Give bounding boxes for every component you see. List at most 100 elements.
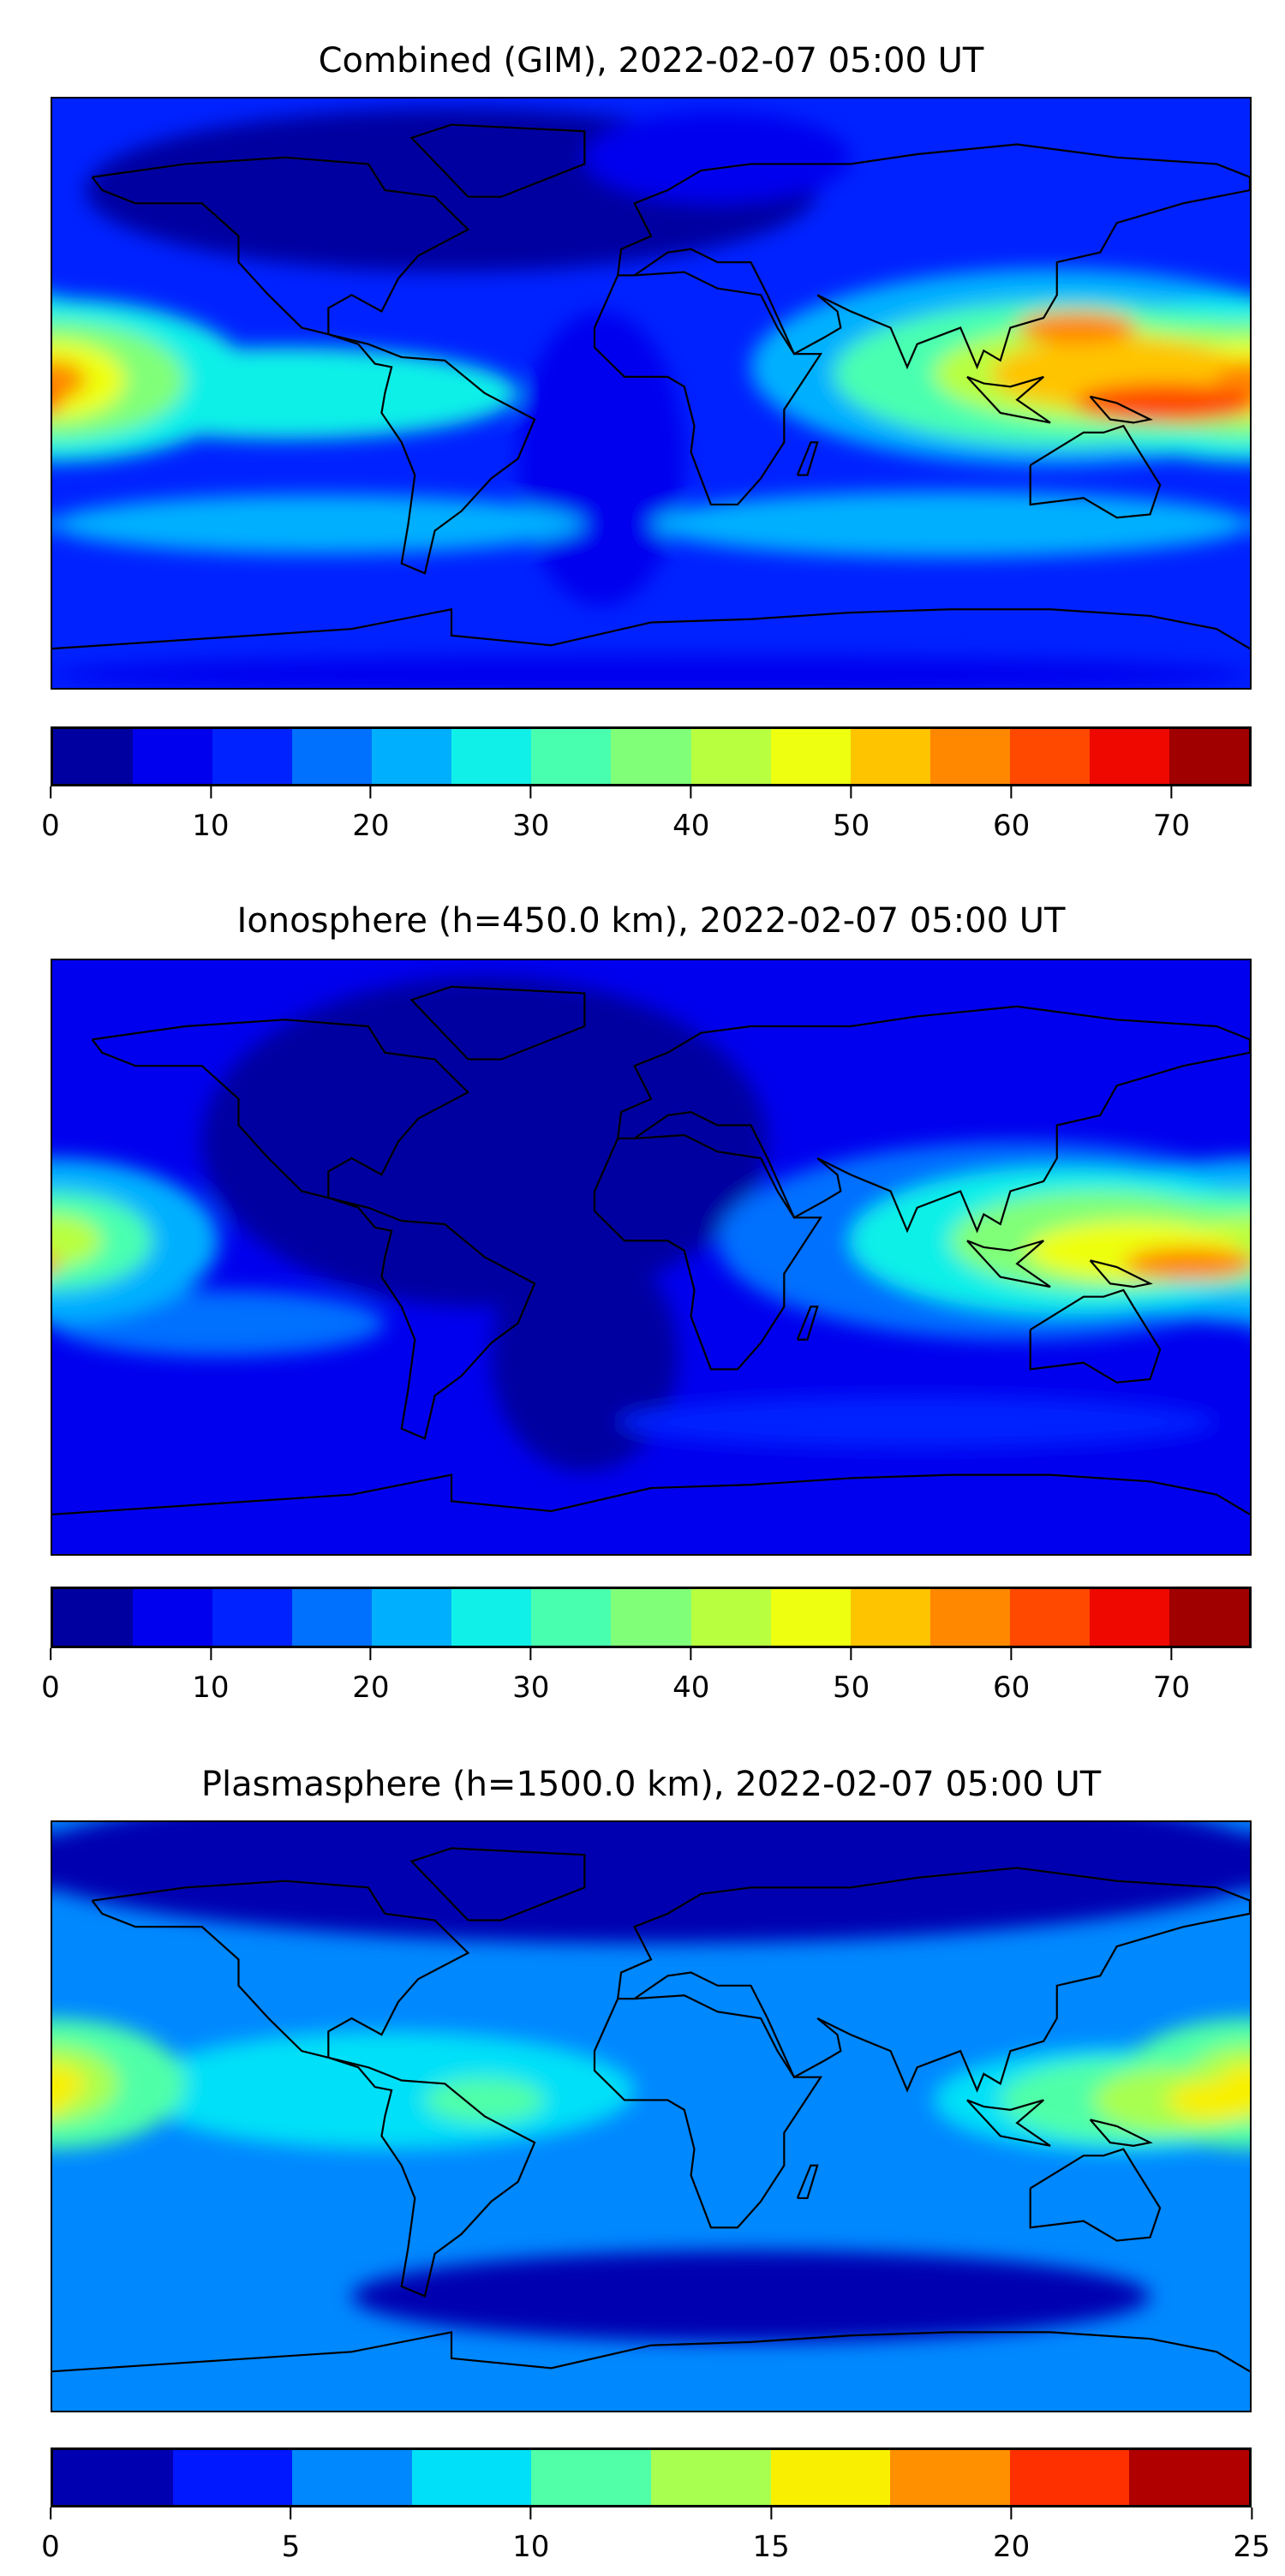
colorbar-tick: 40 <box>672 786 709 843</box>
colorbar-swatch <box>411 2450 532 2505</box>
contour-region <box>52 360 86 400</box>
colorbar-tick: 10 <box>192 1648 230 1705</box>
contour-region <box>1123 1246 1250 1281</box>
tick-mark <box>690 1648 692 1660</box>
tick-mark <box>1250 2507 1252 2519</box>
coastline <box>1031 426 1160 517</box>
coastline <box>1091 2119 1151 2146</box>
colorbar-swatch <box>770 729 851 784</box>
contour-region <box>1073 383 1250 423</box>
contour-region <box>52 1822 1250 1944</box>
contour-region <box>618 1396 1217 1449</box>
colorbar-tick: 0 <box>41 1648 60 1705</box>
tick-label: 30 <box>512 809 550 843</box>
colorbar-swatch <box>53 1589 134 1646</box>
colorbar-swatch <box>611 1589 691 1646</box>
coastline <box>967 1240 1050 1287</box>
colorbar-tick: 30 <box>512 786 549 843</box>
colorbar-tick: 60 <box>993 786 1030 843</box>
contour-region <box>1017 311 1137 344</box>
colorbar <box>51 2447 1252 2507</box>
tec-map <box>51 1820 1252 2412</box>
colorbar-swatch <box>650 2450 771 2505</box>
tick-label: 70 <box>1152 1671 1191 1705</box>
contour-region <box>1166 2080 1250 2120</box>
tick-label: 50 <box>833 809 870 843</box>
coastline <box>595 1135 821 1369</box>
colorbar-swatch <box>1089 1589 1169 1646</box>
colorbar-tick: 20 <box>352 786 389 843</box>
tick-mark <box>850 1648 852 1660</box>
colorbar-swatch <box>531 2450 651 2505</box>
coastline <box>52 609 1250 648</box>
tick-label: 50 <box>833 1671 870 1705</box>
colorbar-tick: 70 <box>1153 1648 1190 1705</box>
tick-label: 10 <box>192 809 230 843</box>
colorbar-swatch <box>451 729 532 784</box>
colorbar-tick: 0 <box>41 2507 60 2564</box>
tick-label: 60 <box>992 1671 1031 1705</box>
coastline <box>595 1995 821 2227</box>
contour-region <box>52 340 126 420</box>
colorbar-swatch <box>531 729 612 784</box>
coastline <box>1091 397 1151 423</box>
colorbar-swatch <box>770 2450 891 2505</box>
contour-region <box>52 494 585 554</box>
tec-map <box>51 959 1252 1556</box>
coastline <box>411 1849 584 1921</box>
contour-region <box>1216 1835 1250 1888</box>
contour-region <box>351 2250 1151 2342</box>
colorbar-swatch <box>531 1589 612 1646</box>
coastline <box>93 1019 535 1438</box>
colorbar-swatch <box>1168 1589 1249 1646</box>
tick-label: 60 <box>992 809 1031 843</box>
contour-region <box>517 311 684 607</box>
coastline <box>1031 1290 1160 1383</box>
tick-mark <box>1010 786 1013 798</box>
colorbar-swatch <box>292 2450 412 2505</box>
colorbar-swatch <box>690 1589 771 1646</box>
tec-map <box>51 97 1252 690</box>
colorbar-tick: 30 <box>512 1648 549 1705</box>
tick-mark <box>850 786 852 798</box>
colorbar-ticks: 0 10 20 30 40 50 60 70 <box>41 1648 1252 1717</box>
contour-region <box>424 2077 545 2124</box>
colorbar-swatch <box>890 2450 1010 2505</box>
colorbar-tick: 25 <box>1233 2507 1270 2564</box>
colorbar-swatch <box>53 729 134 784</box>
coastline <box>798 442 817 475</box>
coastline <box>798 1306 817 1340</box>
colorbar-tick: 15 <box>753 2507 790 2564</box>
colorbar-swatch <box>292 729 373 784</box>
tick-label: 20 <box>352 809 390 843</box>
coastline <box>967 377 1050 423</box>
tick-mark <box>369 786 372 798</box>
contour-region <box>52 654 1250 688</box>
tick-mark <box>49 2507 51 2519</box>
contour-region <box>201 977 768 1307</box>
colorbar-tick: 40 <box>672 1648 709 1705</box>
tick-mark <box>1170 1648 1173 1660</box>
tick-mark <box>290 2507 292 2519</box>
tick-mark <box>529 1648 532 1660</box>
tick-mark <box>1010 1648 1013 1660</box>
tick-label: 5 <box>281 2530 301 2564</box>
colorbar-swatch <box>690 729 771 784</box>
contour-region <box>491 1240 678 1472</box>
contour-region <box>135 2031 635 2149</box>
colorbar-swatch <box>611 729 691 784</box>
colorbar-tick: 50 <box>833 786 870 843</box>
colorbar <box>51 1587 1252 1648</box>
colorbar-tick: 20 <box>352 1648 389 1705</box>
tick-label: 15 <box>752 2530 790 2564</box>
coastline <box>52 2332 1250 2371</box>
colorbar-swatch <box>133 729 213 784</box>
colorbar-swatch <box>1009 729 1090 784</box>
colorbar-swatch <box>850 1589 930 1646</box>
colorbar-swatch <box>372 729 452 784</box>
tick-label: 20 <box>352 1671 390 1705</box>
colorbar-swatch <box>292 1589 373 1646</box>
colorbar-swatch <box>929 1589 1010 1646</box>
tick-label: 0 <box>41 2530 60 2564</box>
coastline <box>618 145 1250 368</box>
